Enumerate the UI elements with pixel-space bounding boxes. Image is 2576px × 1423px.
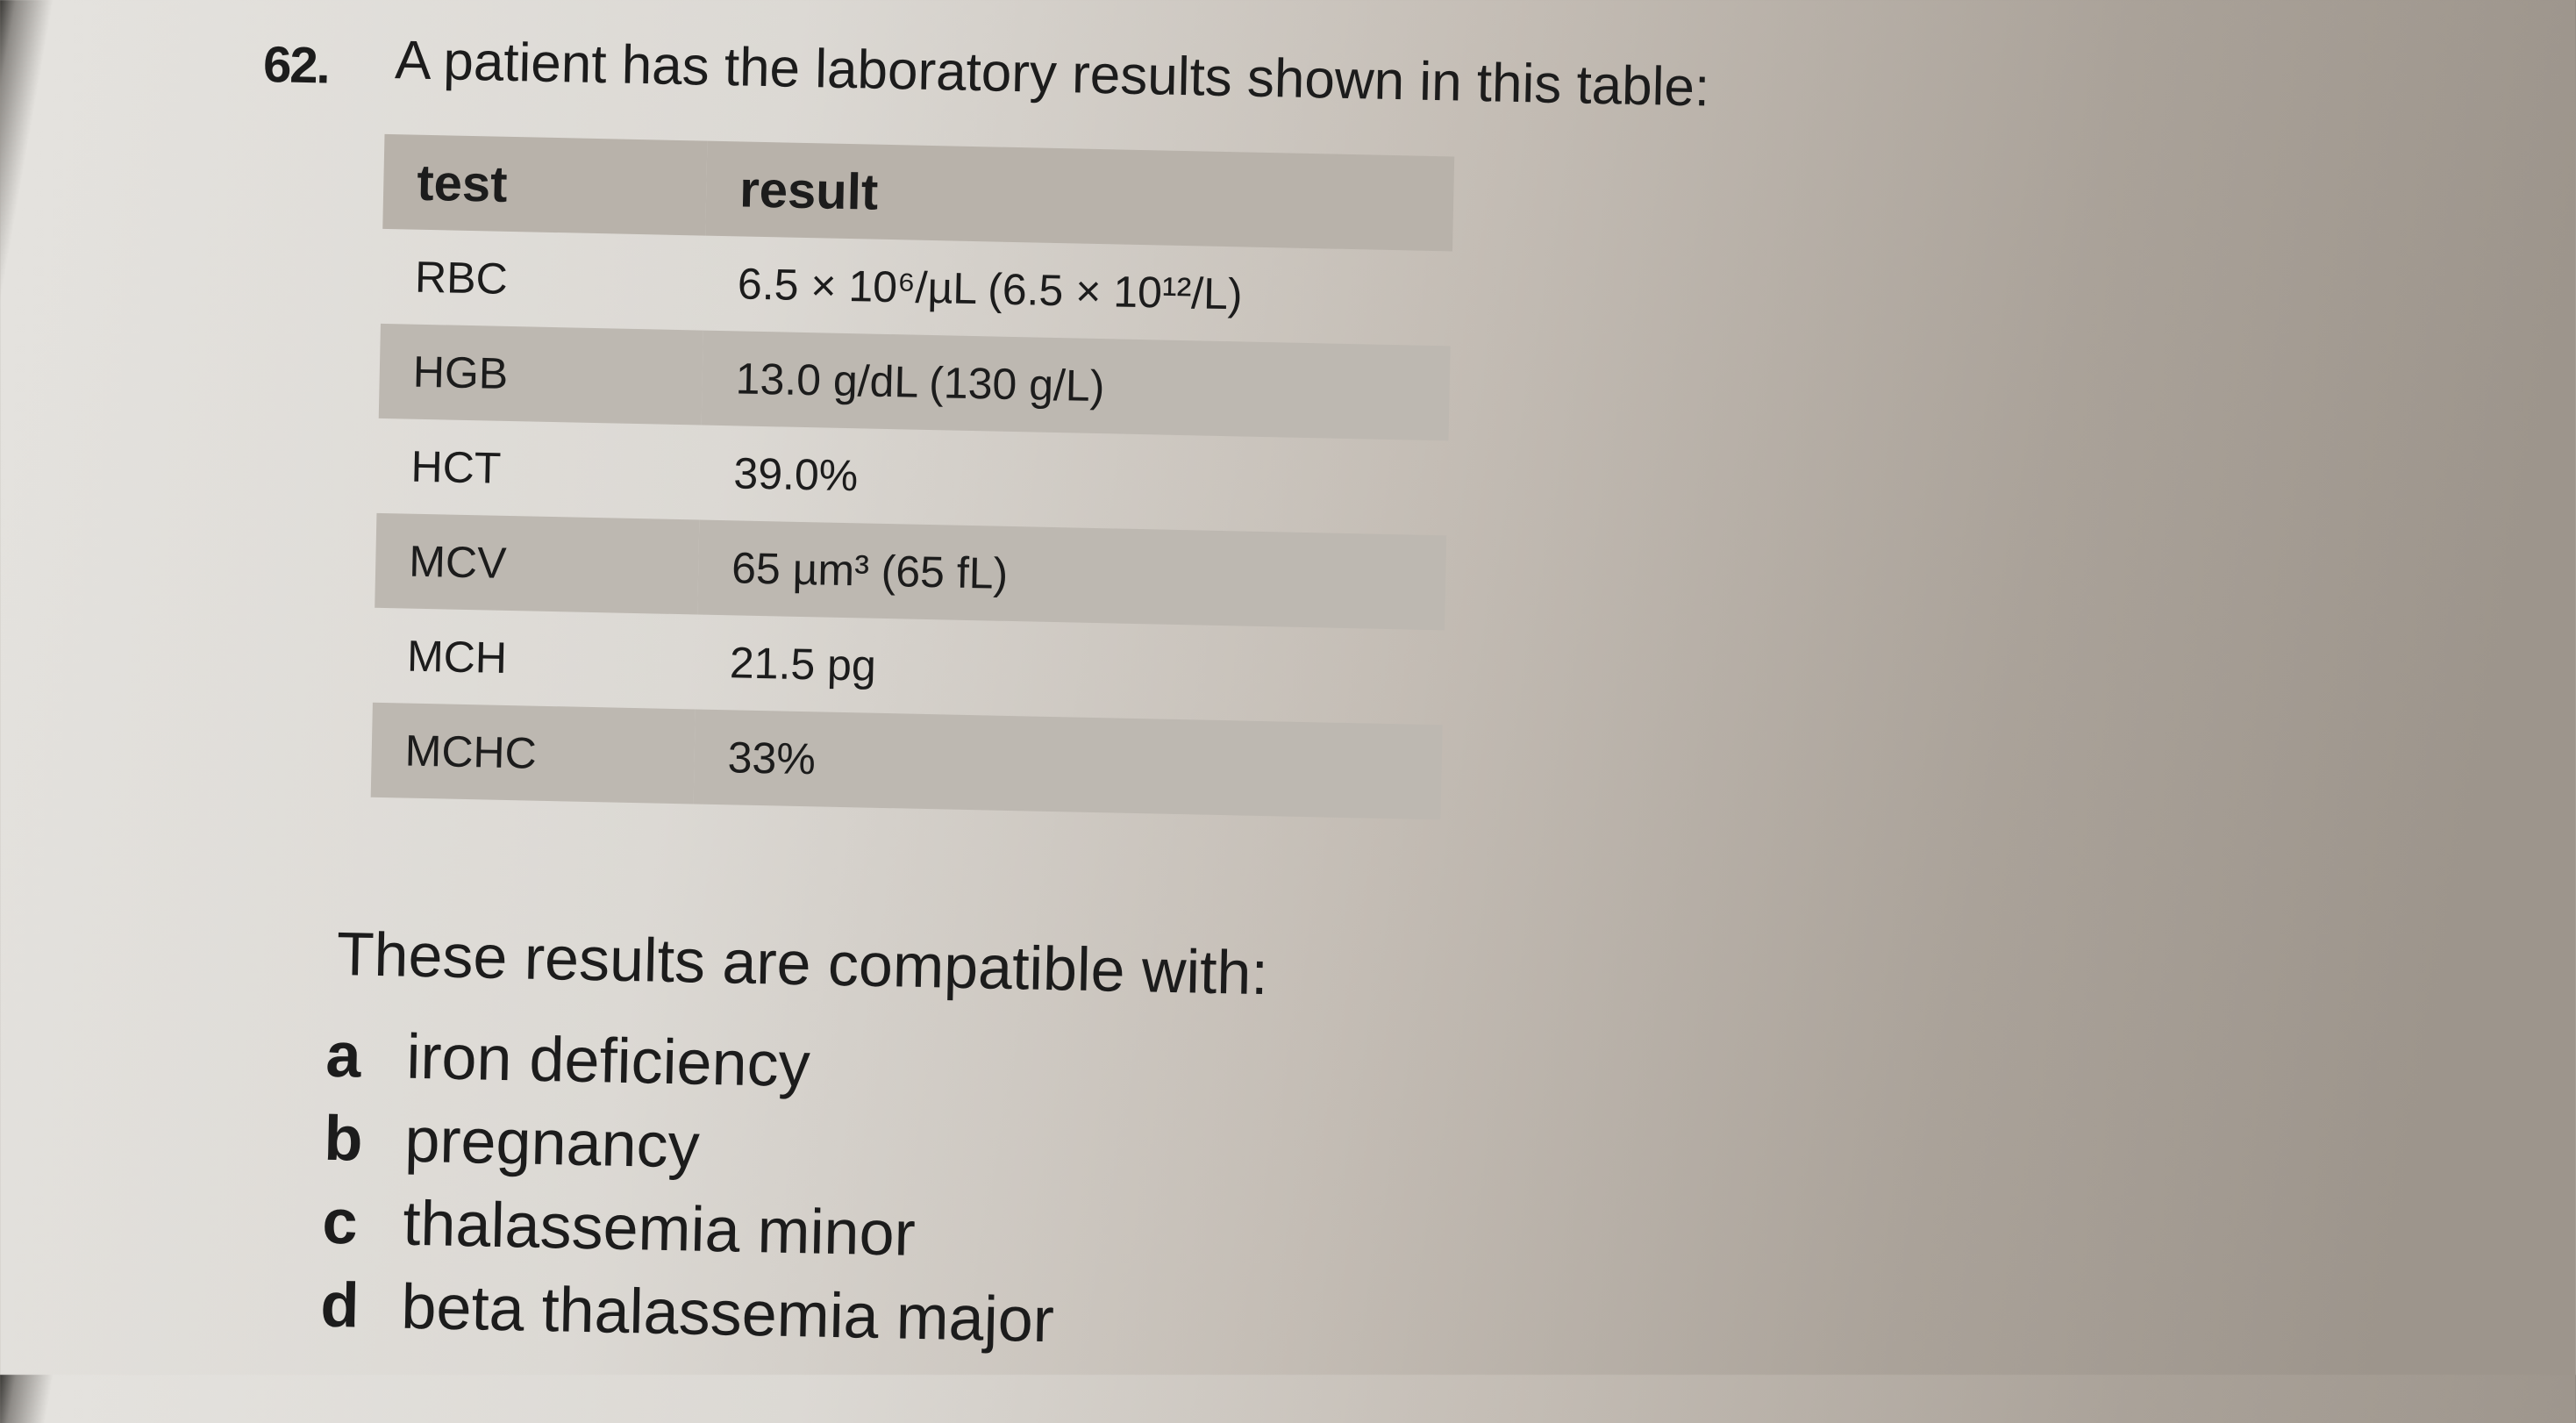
result-cell: 6.5 × 10⁶/µL (6.5 × 10¹²/L): [737, 259, 1244, 319]
test-cell: MCH: [406, 631, 508, 683]
test-cell: HGB: [378, 323, 703, 425]
question-number: 62.: [262, 36, 330, 95]
test-cell: HCT: [410, 441, 502, 493]
option-letter: c: [321, 1186, 359, 1258]
result-cell: 21.5 pg: [729, 638, 877, 690]
page-photo: {"question": {"number": "62.", "stem": "…: [0, 0, 2576, 1375]
answer-option: a iron deficiency: [325, 1019, 811, 1102]
option-text: iron deficiency: [405, 1021, 811, 1101]
option-text: thalassemia minor: [402, 1188, 917, 1269]
test-cell: MCHC: [370, 702, 696, 804]
header-cell: result: [705, 140, 1455, 252]
result-cell: 33%: [693, 709, 1443, 820]
test-cell: MCV: [375, 512, 700, 615]
test-cell: RBC: [414, 252, 509, 304]
option-text: beta thalassemia major: [400, 1271, 1055, 1356]
lab-table: test result RBC 6.5 × 10⁶/µL (6.5 × 10¹²/…: [370, 133, 1455, 820]
question-stem: A patient has the laboratory results sho…: [394, 30, 1710, 118]
answer-option: c thalassemia minor: [322, 1186, 917, 1270]
option-letter: b: [323, 1103, 364, 1175]
result-cell: 39.0%: [732, 448, 859, 501]
option-text: pregnancy: [403, 1105, 701, 1182]
option-letter: a: [325, 1019, 362, 1091]
lead-in: These results are compatible with:: [336, 919, 1269, 1008]
answer-option: d beta thalassemia major: [320, 1269, 1055, 1356]
header-cell: test: [382, 133, 708, 236]
answer-option: b pregnancy: [324, 1103, 701, 1183]
option-letter: d: [319, 1269, 360, 1341]
result-cell: 13.0 g/dL (130 g/L): [701, 330, 1451, 441]
result-cell: 65 µm³ (65 fL): [697, 519, 1447, 631]
